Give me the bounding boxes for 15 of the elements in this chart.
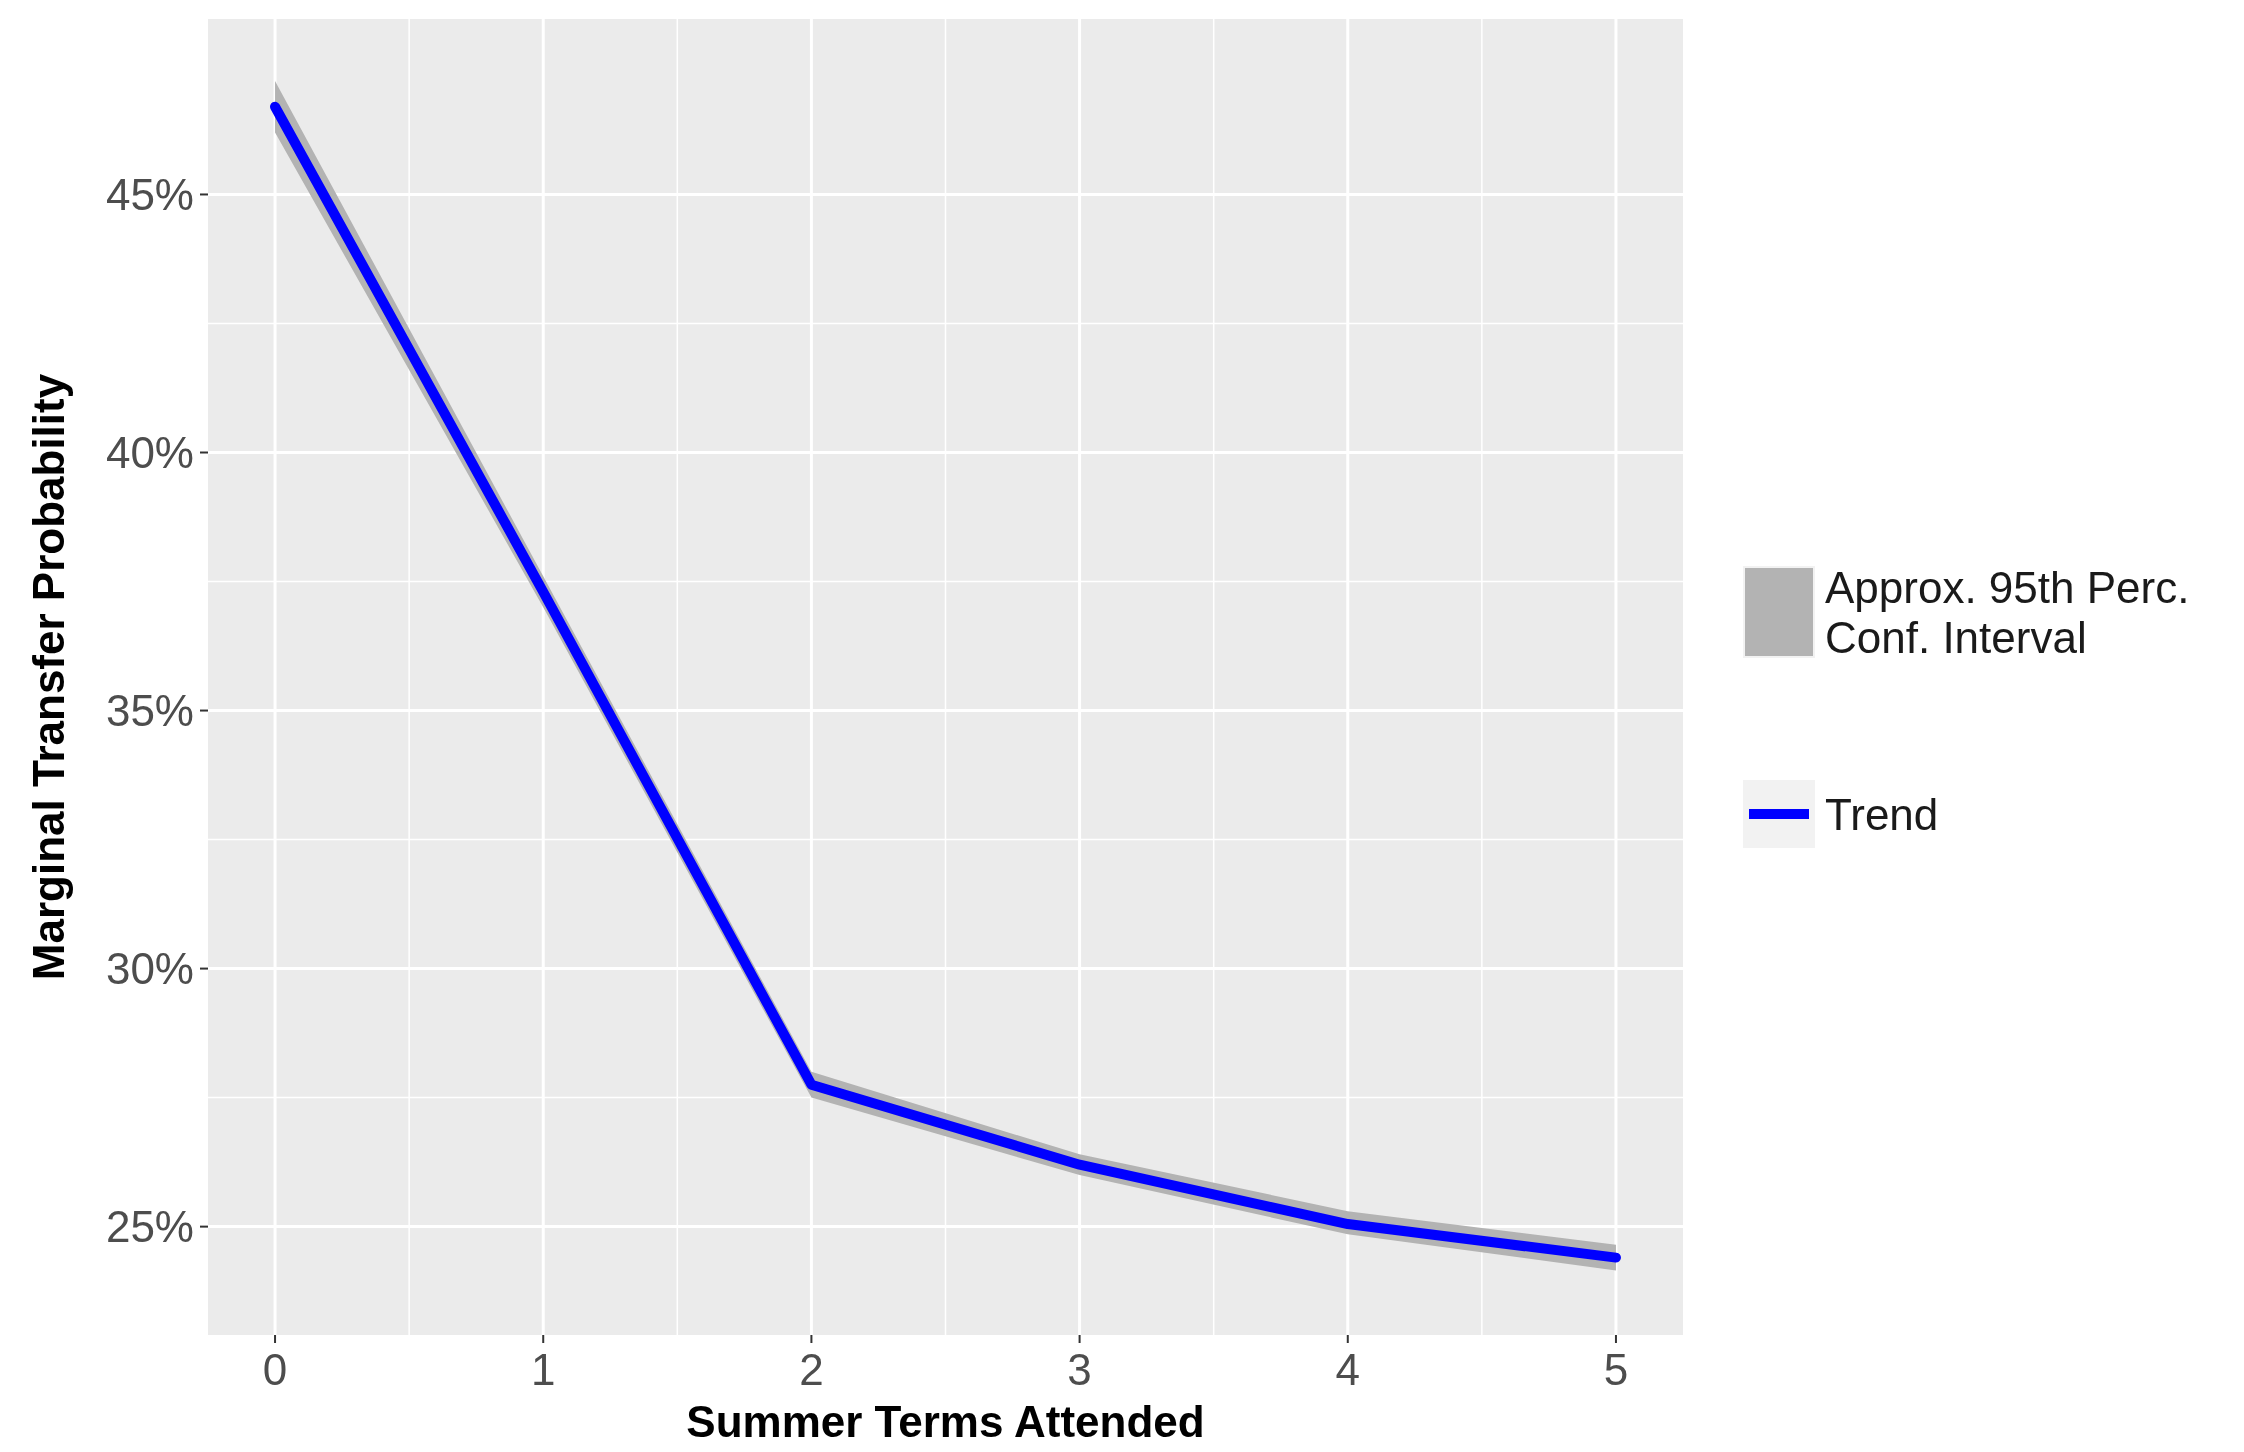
legend-label: Trend [1825, 790, 1939, 839]
text: Approx. 95th Perc. Conf. Interval [1825, 563, 2190, 662]
x-tick-label: 1 [530, 1345, 556, 1394]
y-tick-label: 25% [105, 1202, 194, 1252]
x-axis-title: Summer Terms Attended [686, 1397, 1205, 1446]
x-tick-label: 4 [1335, 1345, 1361, 1394]
y-axis-title: Marginal Transfer Probability [24, 373, 73, 981]
y-tick-label: 45% [105, 169, 194, 219]
x-tick-label: 3 [1067, 1345, 1092, 1394]
x-tick-label: 5 [1603, 1345, 1629, 1394]
x-tick-label: 0 [262, 1345, 288, 1394]
y-tick-label: 30% [105, 943, 194, 993]
x-tick-label: 2 [799, 1345, 824, 1394]
y-tick-label: 40% [105, 427, 194, 477]
y-tick-label: 35% [105, 685, 194, 735]
